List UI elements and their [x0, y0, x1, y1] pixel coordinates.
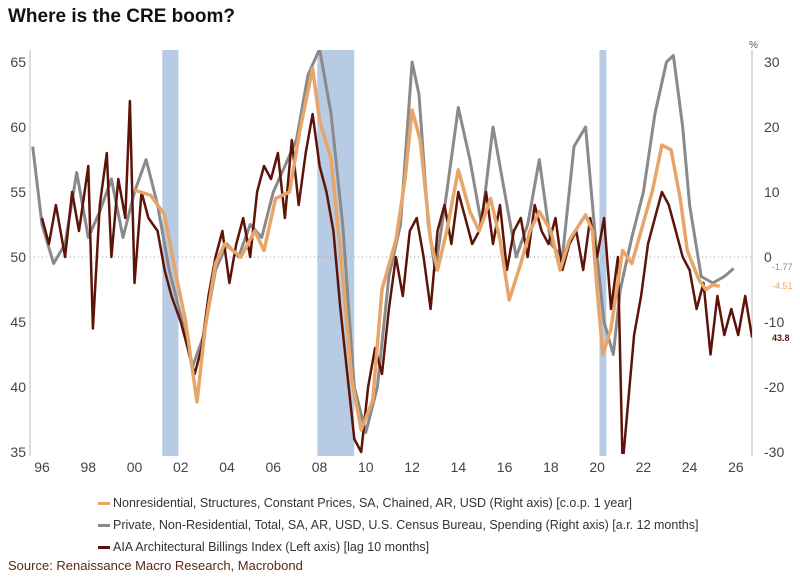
legend-item: Nonresidential, Structures, Constant Pri… [98, 492, 698, 514]
right-tick-label: -10 [764, 314, 784, 330]
x-tick-label: 14 [451, 459, 467, 475]
x-tick-label: 06 [266, 459, 282, 475]
series-line [31, 50, 735, 434]
right-tick-label: 30 [764, 54, 780, 70]
legend-item: Private, Non-Residential, Total, SA, AR,… [98, 514, 698, 536]
x-tick-label: 10 [358, 459, 374, 475]
left-tick-label: 65 [10, 54, 26, 70]
left-tick-label: 35 [10, 444, 26, 460]
legend-swatch [98, 545, 110, 549]
recession-band [599, 50, 607, 456]
x-tick-label: 24 [682, 459, 698, 475]
series-line [40, 99, 752, 454]
left-tick-label: 40 [10, 379, 26, 395]
right-tick-label: -20 [764, 379, 784, 395]
x-tick-label: 00 [127, 459, 143, 475]
x-tick-label: 22 [636, 459, 652, 475]
legend-item: AIA Architectural Billings Index (Left a… [98, 536, 698, 558]
right-axis-unit: % [749, 40, 758, 51]
left-tick-label: 60 [10, 119, 26, 135]
x-tick-label: 26 [728, 459, 744, 475]
right-tick-label: -30 [764, 444, 784, 460]
legend-swatch [98, 523, 110, 527]
series-line [133, 66, 721, 432]
right-tick-label: 10 [764, 184, 780, 200]
last-value-label: 43.8 [772, 333, 790, 343]
x-tick-label: 04 [219, 459, 235, 475]
legend: Nonresidential, Structures, Constant Pri… [98, 492, 698, 558]
left-tick-label: 55 [10, 184, 26, 200]
x-tick-label: 20 [589, 459, 605, 475]
last-value-label: -4.51 [772, 281, 793, 291]
last-value-label: -1.77 [772, 262, 793, 272]
left-tick-label: 50 [10, 249, 26, 265]
x-tick-label: 08 [312, 459, 328, 475]
x-tick-label: 98 [80, 459, 96, 475]
legend-label: Nonresidential, Structures, Constant Pri… [113, 496, 632, 510]
legend-label: AIA Architectural Billings Index (Left a… [113, 540, 430, 554]
legend-swatch [98, 501, 110, 505]
x-tick-label: 16 [497, 459, 513, 475]
x-tick-label: 96 [34, 459, 50, 475]
source-note: Source: Renaissance Macro Research, Macr… [8, 558, 303, 573]
right-tick-label: 0 [764, 249, 772, 265]
x-tick-label: 02 [173, 459, 189, 475]
right-tick-label: 20 [764, 119, 780, 135]
chart-title: Where is the CRE boom? [8, 6, 235, 27]
x-tick-label: 18 [543, 459, 559, 475]
legend-label: Private, Non-Residential, Total, SA, AR,… [113, 518, 699, 532]
x-tick-label: 12 [404, 459, 420, 475]
left-tick-label: 45 [10, 314, 26, 330]
